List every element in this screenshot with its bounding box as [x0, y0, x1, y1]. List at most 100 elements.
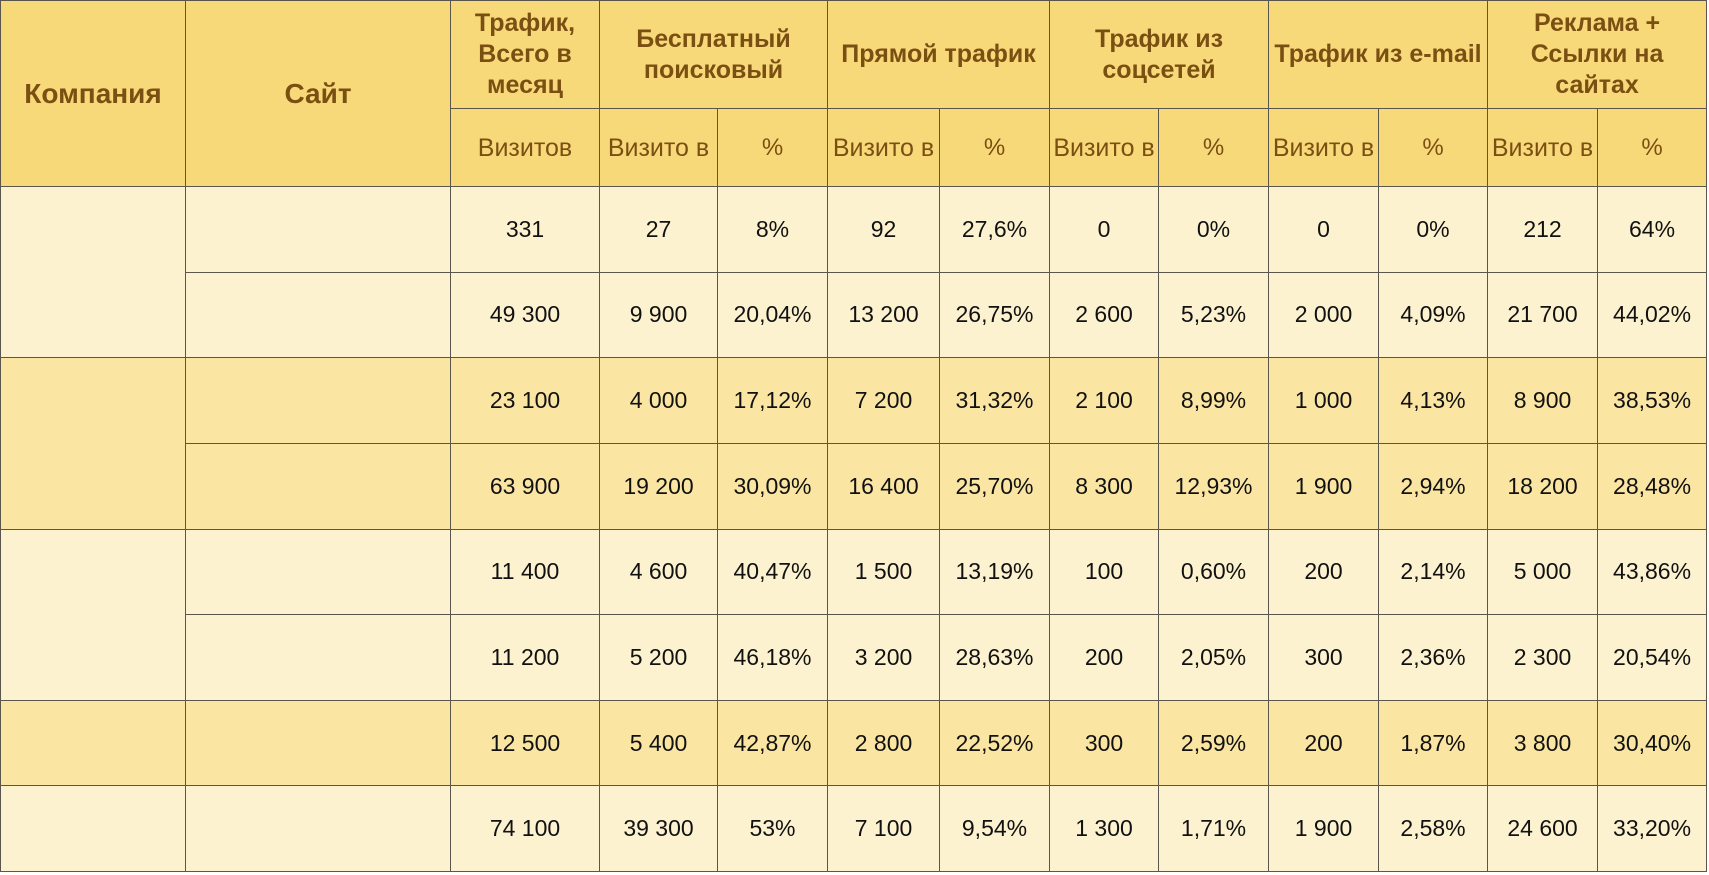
- social-visits-cell: 8 300: [1049, 442, 1160, 530]
- company-cell: [0, 357, 186, 530]
- total-visits-cell: 11 400: [450, 528, 600, 616]
- organic-percent-cell: 53%: [717, 785, 828, 872]
- percent-subheader: %: [717, 108, 828, 187]
- total-visits-cell: 11 200: [450, 614, 600, 701]
- ads-visits-cell: 2 300: [1487, 614, 1599, 701]
- direct-percent-cell: 13,19%: [938, 528, 1051, 616]
- table-row: 12 500 5 400 42,87% 2 800 22,52% 300 2,5…: [0, 699, 1708, 787]
- social-visits-cell: 1 300: [1049, 785, 1160, 872]
- company-cell: [0, 699, 186, 787]
- social-percent-cell: 12,93%: [1158, 442, 1270, 530]
- social-percent-cell: 2,05%: [1158, 614, 1270, 701]
- email-percent-cell: 1,87%: [1378, 699, 1489, 787]
- ads-visits-cell: 3 800: [1487, 699, 1599, 787]
- direct-visits-cell: 16 400: [827, 442, 940, 530]
- direct-visits-cell: 7 100: [827, 785, 940, 872]
- direct-percent-cell: 28,63%: [938, 614, 1051, 701]
- ads-percent-cell: 44,02%: [1597, 271, 1708, 359]
- site-cell: [185, 357, 451, 444]
- ads-percent-cell: 64%: [1597, 186, 1708, 273]
- social-percent-cell: 0,60%: [1158, 528, 1270, 616]
- visits-subheader: Визито в: [1268, 108, 1380, 187]
- email-percent-cell: 0%: [1378, 186, 1489, 273]
- social-traffic-header: Трафик из соцсетей: [1049, 0, 1270, 109]
- site-cell: [185, 699, 451, 787]
- visits-subheader: Визито в: [827, 108, 940, 187]
- ads-visits-cell: 21 700: [1487, 271, 1599, 359]
- direct-visits-cell: 92: [827, 186, 940, 273]
- email-visits-cell: 2 000: [1268, 271, 1380, 359]
- organic-percent-cell: 46,18%: [717, 614, 828, 701]
- email-visits-cell: 1 000: [1268, 357, 1380, 444]
- company-cell: [0, 185, 186, 359]
- direct-percent-cell: 31,32%: [938, 357, 1051, 444]
- organic-percent-cell: 20,04%: [717, 271, 828, 359]
- social-percent-cell: 5,23%: [1158, 271, 1270, 359]
- email-percent-cell: 4,13%: [1378, 357, 1489, 444]
- organic-visits-cell: 4 000: [599, 357, 718, 444]
- direct-percent-cell: 25,70%: [938, 442, 1051, 530]
- social-visits-cell: 300: [1049, 699, 1160, 787]
- table-row: 23 100 4 000 17,12% 7 200 31,32% 2 100 8…: [0, 357, 1708, 530]
- direct-percent-cell: 9,54%: [938, 785, 1051, 872]
- direct-traffic-header: Прямой трафик: [826, 0, 1051, 109]
- table-row: 331 27 8% 92 27,6% 0 0% 0 0% 212 64%: [0, 185, 1708, 359]
- organic-visits-cell: 5 400: [599, 699, 718, 787]
- table-row: 63 900 19 200 30,09% 16 400 25,70% 8 300…: [1, 442, 1708, 530]
- site-cell: [185, 528, 451, 616]
- organic-visits-cell: 9 900: [599, 271, 718, 359]
- direct-visits-cell: 1 500: [827, 528, 940, 616]
- social-percent-cell: 0%: [1158, 186, 1270, 273]
- ads-percent-cell: 38,53%: [1597, 357, 1708, 444]
- ads-percent-cell: 43,86%: [1597, 528, 1708, 616]
- table-row: 11 400 4 600 40,47% 1 500 13,19% 100 0,6…: [0, 528, 1708, 701]
- table-row: 74 100 39 300 53% 7 100 9,54% 1 300 1,71…: [0, 785, 1708, 872]
- email-visits-cell: 1 900: [1268, 785, 1380, 872]
- organic-visits-cell: 4 600: [599, 528, 718, 616]
- ads-percent-cell: 28,48%: [1597, 442, 1708, 530]
- direct-percent-cell: 22,52%: [938, 699, 1051, 787]
- ads-visits-cell: 18 200: [1487, 442, 1599, 530]
- ads-percent-cell: 20,54%: [1597, 614, 1708, 701]
- organic-visits-cell: 39 300: [599, 785, 718, 872]
- company-header: Компания: [0, 0, 186, 187]
- social-visits-cell: 100: [1049, 528, 1160, 616]
- percent-subheader: %: [1597, 108, 1708, 187]
- email-percent-cell: 2,14%: [1378, 528, 1489, 616]
- direct-percent-cell: 26,75%: [938, 271, 1051, 359]
- site-header: Сайт: [185, 0, 451, 187]
- site-cell: [185, 271, 451, 359]
- total-visits-cell: 49 300: [450, 271, 600, 359]
- visits-total-subheader: Визитов: [450, 108, 600, 187]
- site-cell: [185, 785, 451, 872]
- organic-percent-cell: 17,12%: [717, 357, 828, 444]
- ads-percent-cell: 33,20%: [1597, 785, 1708, 872]
- email-visits-cell: 200: [1268, 528, 1380, 616]
- visits-subheader: Визито в: [599, 108, 718, 187]
- ads-links-header: Реклама + Ссылки на сайтах: [1487, 0, 1708, 109]
- email-percent-cell: 2,36%: [1378, 614, 1489, 701]
- organic-visits-cell: 27: [599, 186, 718, 273]
- email-percent-cell: 2,58%: [1378, 785, 1489, 872]
- visits-subheader: Визито в: [1487, 108, 1599, 187]
- email-visits-cell: 1 900: [1268, 442, 1380, 530]
- social-visits-cell: 2 600: [1049, 271, 1160, 359]
- total-visits-cell: 331: [450, 186, 600, 273]
- email-visits-cell: 300: [1268, 614, 1380, 701]
- email-percent-cell: 4,09%: [1378, 271, 1489, 359]
- header-row-sub: Визитов Визито в % Визито в % Визито в %…: [1, 108, 1708, 187]
- direct-visits-cell: 13 200: [827, 271, 940, 359]
- ads-visits-cell: 24 600: [1487, 785, 1599, 872]
- ads-visits-cell: 212: [1487, 186, 1599, 273]
- percent-subheader: %: [1378, 108, 1489, 187]
- organic-visits-cell: 19 200: [599, 442, 718, 530]
- site-cell: [185, 186, 451, 273]
- table-row: 49 300 9 900 20,04% 13 200 26,75% 2 600 …: [1, 271, 1708, 359]
- organic-visits-cell: 5 200: [599, 614, 718, 701]
- table-row: 11 200 5 200 46,18% 3 200 28,63% 200 2,0…: [1, 614, 1708, 701]
- direct-percent-cell: 27,6%: [938, 186, 1051, 273]
- direct-visits-cell: 2 800: [827, 699, 940, 787]
- email-visits-cell: 200: [1268, 699, 1380, 787]
- email-percent-cell: 2,94%: [1378, 442, 1489, 530]
- total-visits-cell: 23 100: [450, 357, 600, 444]
